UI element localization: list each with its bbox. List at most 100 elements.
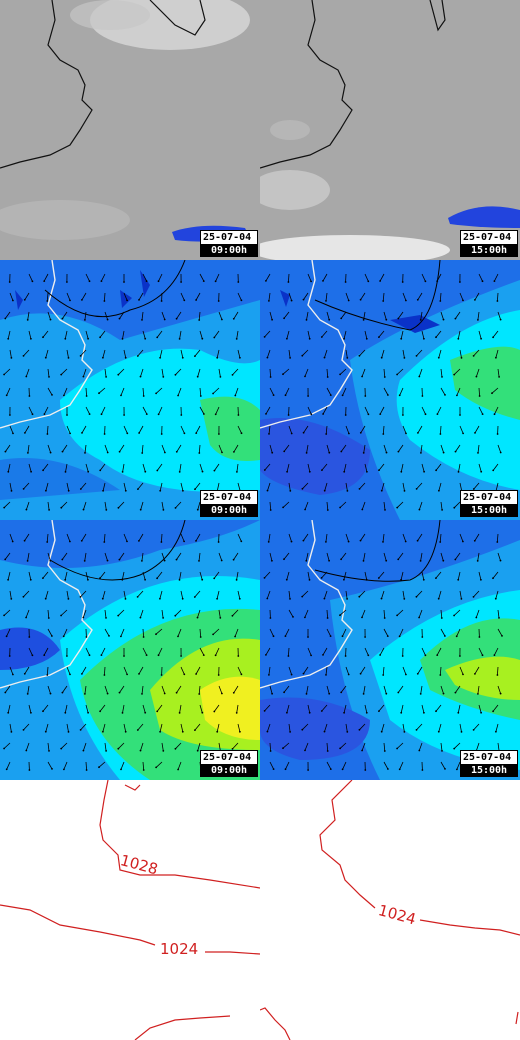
wind-arrow — [420, 444, 423, 453]
wind-arrow-head — [501, 635, 503, 637]
wind-arrow-head — [478, 636, 481, 638]
wind-arrow — [364, 330, 368, 339]
wind-arrow-head — [366, 470, 368, 473]
wind-arrow — [47, 425, 49, 435]
wind-arrow — [495, 590, 499, 599]
wind-arrow-head — [397, 317, 400, 320]
wind-arrow — [303, 292, 309, 300]
wind-arrow — [101, 647, 106, 656]
wind-arrow-head — [177, 635, 179, 638]
wind-arrow-head — [156, 469, 159, 472]
wind-arrow-head — [441, 750, 443, 752]
wind-arrow-head — [217, 300, 220, 302]
wind-arrow-head — [289, 357, 291, 359]
wind-arrow — [9, 666, 14, 675]
wind-arrow — [418, 368, 423, 377]
wind-arrow-head — [438, 489, 440, 492]
wind-arrow-head — [436, 654, 439, 656]
wind-arrow — [288, 590, 291, 599]
wind-arrow — [218, 685, 223, 694]
wind-arrow — [283, 311, 290, 319]
wind-arrow — [42, 463, 49, 471]
wind-arrow — [345, 723, 348, 732]
wind-arrow-head — [64, 578, 67, 581]
wind-arrow-head — [328, 318, 331, 321]
wind-arrow — [159, 349, 163, 358]
wind-arrow-head — [305, 319, 308, 321]
wind-arrow — [396, 609, 404, 616]
wind-arrow-head — [174, 507, 177, 509]
wind-field-graphic — [260, 260, 520, 520]
wind-arrow-head — [269, 617, 272, 619]
wind-arrow — [307, 406, 312, 415]
wind-arrow — [478, 704, 482, 713]
wind-arrow-head — [51, 394, 53, 396]
wind-arrow — [438, 723, 442, 732]
wind-arrow-head — [214, 280, 217, 283]
wind-arrow — [194, 482, 201, 490]
date-label: 25-07-04 — [200, 750, 258, 764]
wind-arrow-head — [302, 539, 305, 542]
wind-arrow — [156, 463, 163, 471]
wind-arrow — [339, 368, 347, 375]
wind-arrow-head — [272, 768, 275, 770]
wind-arrow-head — [42, 336, 44, 339]
wind-arrow — [179, 463, 182, 472]
wind-arrow — [421, 330, 425, 339]
wind-arrow — [60, 368, 68, 375]
wind-arrow-head — [397, 558, 400, 561]
wind-arrow — [497, 628, 503, 637]
wind-arrow — [264, 704, 271, 712]
wind-arrow — [180, 590, 184, 599]
wind-arrow-head — [99, 336, 101, 339]
wind-arrow-head — [183, 673, 186, 676]
wind-arrow — [288, 533, 292, 542]
wind-arrow — [339, 501, 347, 508]
wind-arrow-head — [238, 597, 241, 600]
wind-arrow-head — [339, 373, 341, 376]
wind-arrow — [342, 628, 347, 637]
wind-arrow — [288, 292, 292, 301]
wind-arrow — [439, 666, 442, 676]
wind-arrow — [364, 273, 369, 282]
wind-arrow — [322, 273, 328, 282]
wind-arrow-head — [290, 299, 293, 302]
wind-arrow — [417, 533, 423, 541]
wind-arrow — [120, 628, 125, 637]
wind-arrow — [120, 761, 125, 770]
wind-arrow — [61, 552, 68, 560]
wind-arrow — [47, 742, 50, 751]
wind-arrow — [23, 482, 30, 490]
wind-arrow-head — [177, 394, 180, 397]
wind-arrow-head — [82, 616, 85, 619]
wind-arrow — [140, 501, 144, 510]
wind-arrow — [28, 463, 32, 472]
wind-arrow-head — [155, 633, 157, 636]
wind-arrow — [399, 761, 404, 770]
wind-arrow — [60, 742, 68, 749]
wind-arrow — [496, 533, 499, 543]
wind-arrow — [440, 425, 442, 435]
wind-arrow-head — [364, 769, 367, 771]
wind-arrow — [440, 628, 446, 637]
wind-arrow — [326, 387, 332, 396]
wind-arrow — [457, 330, 461, 339]
wind-arrow-head — [66, 281, 68, 283]
wind-arrow — [23, 349, 30, 357]
wind-arrow-head — [398, 394, 401, 397]
wind-arrow-head — [141, 693, 143, 695]
wind-arrow-head — [142, 636, 145, 638]
wind-arrow-head — [194, 488, 196, 491]
wind-arrow — [176, 552, 182, 560]
wind-arrow-head — [10, 357, 13, 359]
wind-arrow — [81, 666, 87, 675]
wind-arrow-head — [477, 452, 479, 454]
wind-arrow — [218, 742, 221, 751]
wind-arrow — [140, 742, 144, 751]
wind-arrow-head — [105, 617, 107, 619]
wind-arrow — [269, 501, 272, 511]
wind-arrow — [325, 666, 328, 675]
wind-arrow — [80, 723, 87, 731]
wind-arrow-head — [231, 748, 234, 750]
wind-arrow-head — [499, 559, 502, 562]
